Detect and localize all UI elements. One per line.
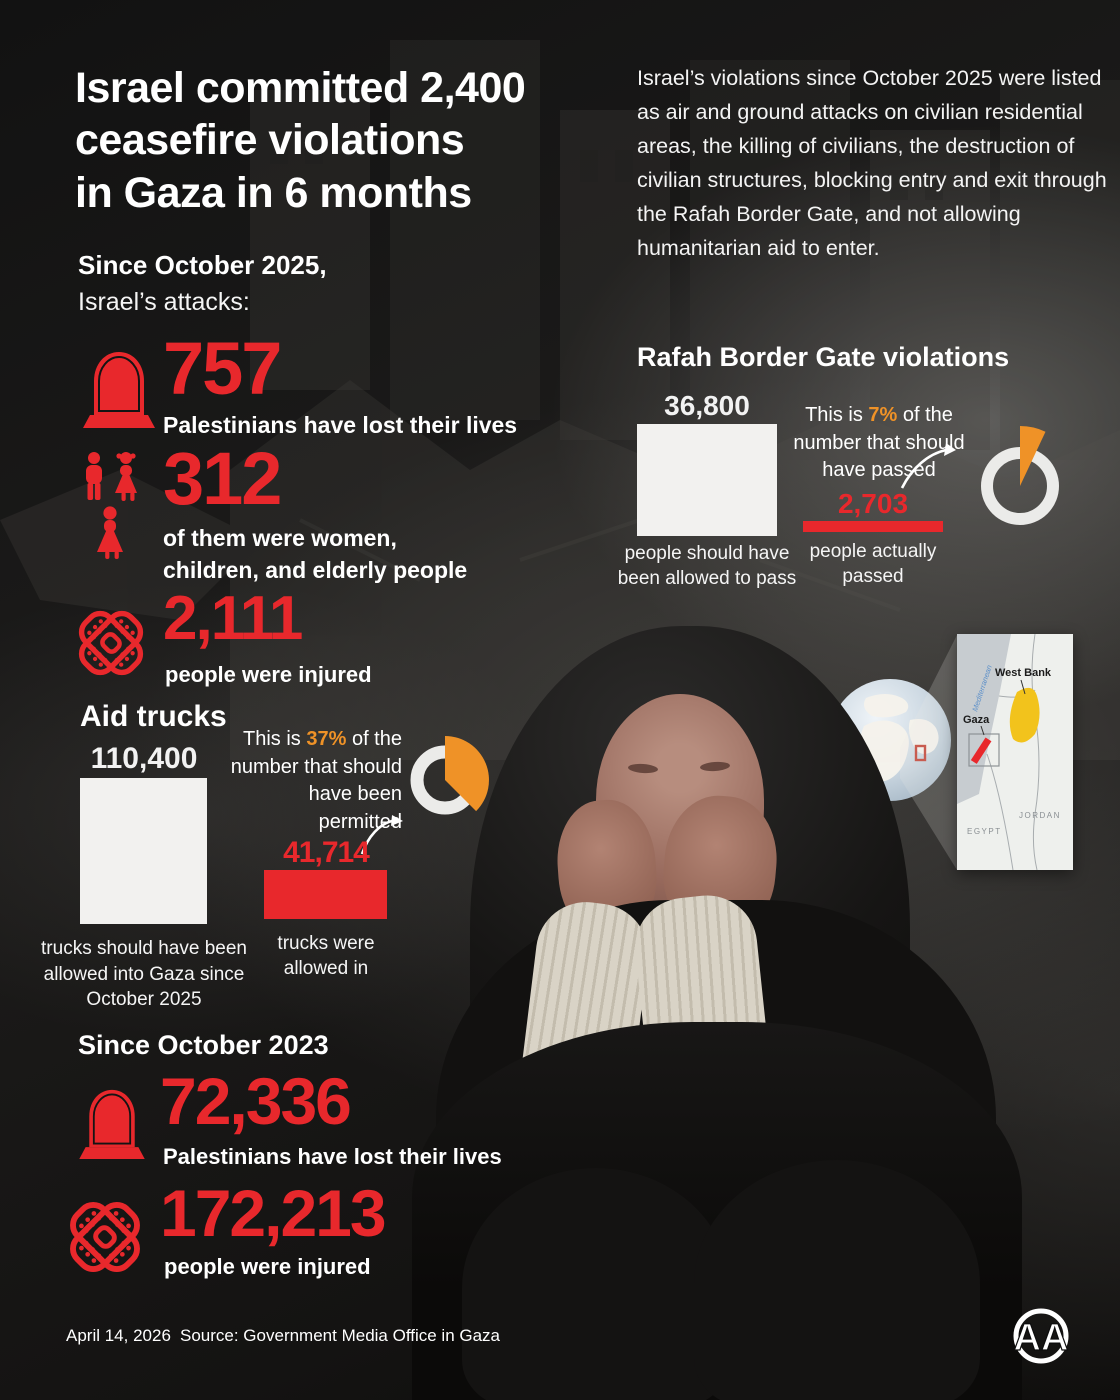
percent-note-suffix: of the number that should have been perm… — [230, 728, 402, 833]
tombstone-icon — [79, 1089, 145, 1159]
aid-trucks-actual-value: 41,714 — [283, 836, 370, 869]
percent-value: 7% — [868, 404, 898, 426]
aid-trucks-donut-chart — [410, 736, 489, 815]
map-label-gaza: Gaza — [963, 714, 990, 726]
rafah-actual-label: people actually passed — [809, 541, 937, 587]
logo-text: AA — [1014, 1317, 1069, 1359]
stat-label-injured-2023: people were injured — [164, 1254, 371, 1279]
globe-highlight-box — [914, 744, 927, 762]
stat-value-injured-2023: 172,213 — [160, 1176, 387, 1250]
photo-woman-knee-right — [694, 1160, 980, 1400]
publication-date: April 14, 2026 — [66, 1326, 171, 1345]
rafah-donut-chart — [981, 426, 1059, 525]
rafah-should-label: people should have been allowed to pass — [617, 543, 797, 590]
title-line-1: Israel committed 2,400 — [75, 64, 526, 112]
rafah-should-bar — [637, 424, 777, 536]
map-label-west-bank: West Bank — [995, 667, 1052, 679]
map-gaza-strip — [970, 737, 992, 764]
since-2023-heading: Since October 2023 — [78, 1030, 329, 1060]
aid-trucks-should-value: 110,400 — [90, 742, 198, 775]
aid-trucks-should-bar — [80, 778, 207, 924]
map-west-bank-region — [1009, 687, 1040, 743]
title-line-2: ceasefire violations — [75, 116, 465, 165]
rafah-actual-bar — [803, 521, 943, 532]
map-label-jordan: JORDAN — [1019, 811, 1061, 820]
stat-value-women-children: 312 — [163, 437, 282, 520]
percent-value: 37% — [306, 728, 347, 750]
stat-label-lost-lives-2023: Palestinians have lost their lives — [163, 1144, 502, 1169]
since-2025-heading-bold: Since October 2025, — [78, 250, 327, 280]
aid-trucks-actual-bar — [264, 870, 387, 919]
source-credit: Source: Government Media Office in Gaza — [180, 1326, 501, 1345]
aid-trucks-percent-note: This is 37% of the number that should ha… — [230, 726, 402, 836]
aid-trucks-actual-label: trucks were allowed in — [277, 933, 375, 979]
arrow-to-donut-icon — [360, 815, 403, 855]
map-label-egypt: EGYPT — [967, 827, 1002, 836]
stat-label-women-children: of them were women, children, and elderl… — [163, 525, 468, 584]
tombstone-icon — [83, 352, 155, 428]
arrow-to-donut-icon — [900, 443, 956, 489]
rafah-percent-note: This is 7% of the number that should hav… — [787, 402, 971, 485]
photo-woman-knee-left — [462, 1168, 730, 1400]
rafah-should-value: 36,800 — [664, 390, 750, 421]
aid-trucks-should-label: trucks should have been allowed into Gaz… — [41, 938, 247, 1011]
title-line-3: in Gaza in 6 months — [75, 168, 472, 217]
intro-paragraph: Israel’s violations since October 2025 w… — [637, 66, 1107, 260]
rafah-actual-value: 2,703 — [837, 488, 909, 519]
stat-label-injured-2025: people were injured — [165, 662, 372, 687]
stat-label-lost-lives-2025: Palestinians have lost their lives — [163, 412, 518, 438]
gaza-region-map: West Bank Gaza JORDAN EGYPT Mediterranea… — [957, 634, 1073, 870]
percent-note-prefix: This is — [243, 728, 307, 750]
anadolu-agency-logo: AA — [1013, 1308, 1069, 1364]
bandage-icon — [78, 610, 144, 676]
stat-value-injured-2025: 2,111 — [163, 584, 303, 653]
rafah-heading: Rafah Border Gate violations — [637, 342, 1010, 372]
since-2025-heading-rest: Israel’s attacks: — [78, 288, 250, 316]
aid-trucks-heading: Aid trucks — [80, 700, 227, 733]
map-projection-beam — [900, 635, 957, 870]
stat-value-lost-lives-2025: 757 — [163, 327, 282, 410]
map-sea — [957, 634, 1011, 804]
bandage-icon — [70, 1202, 140, 1272]
page-title: Israel committed 2,400 ceasefire violati… — [75, 62, 635, 219]
percent-note-prefix: This is — [805, 404, 869, 426]
women-children-icon — [86, 452, 137, 559]
ruined-city-background — [0, 40, 1120, 760]
percent-note-suffix: of the number that should have passed — [793, 404, 965, 482]
stat-value-lost-lives-2023: 72,336 — [160, 1064, 352, 1138]
